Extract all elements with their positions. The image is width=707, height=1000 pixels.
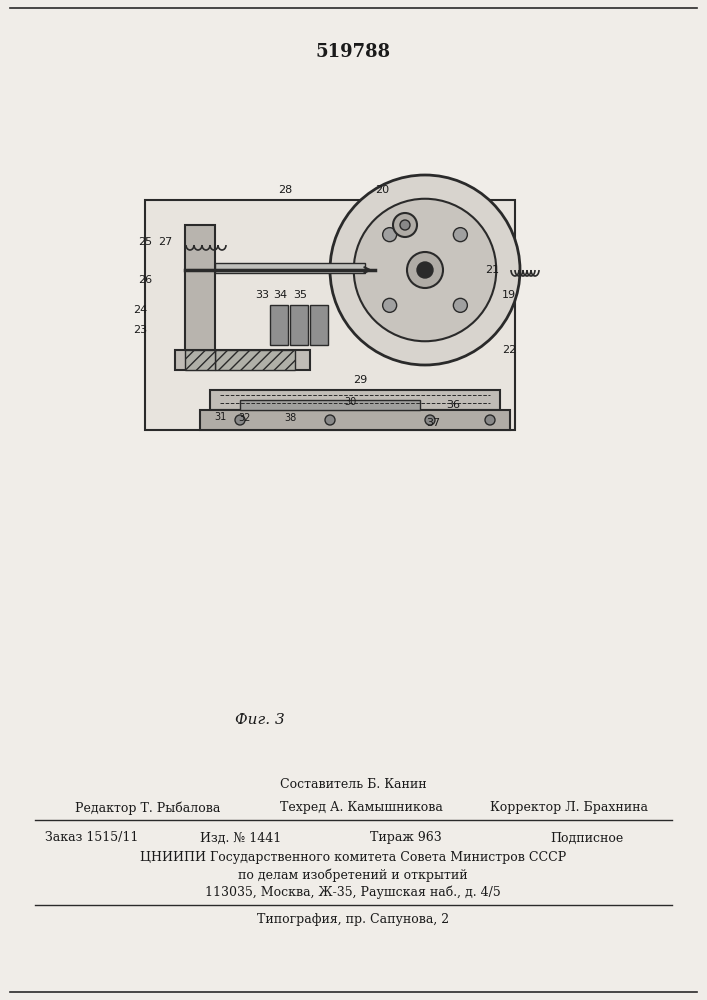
Text: 32: 32 [239,413,251,423]
Circle shape [453,298,467,312]
Text: 22: 22 [502,345,516,355]
Text: 19: 19 [502,290,516,300]
Text: 36: 36 [446,400,460,410]
Circle shape [330,175,520,365]
Circle shape [354,199,496,341]
Text: 26: 26 [138,275,152,285]
Text: Изд. № 1441: Изд. № 1441 [200,832,281,844]
Text: 23: 23 [133,325,147,335]
Circle shape [400,220,410,230]
Text: ЦНИИПИ Государственного комитета Совета Министров СССР: ЦНИИПИ Государственного комитета Совета … [140,852,566,864]
Text: 27: 27 [158,237,172,247]
Bar [215,263,365,273]
Bar [270,305,288,345]
Polygon shape [185,225,215,355]
Text: Составитель Б. Канин: Составитель Б. Канин [280,778,426,792]
Text: Типография, пр. Сапунова, 2: Типография, пр. Сапунова, 2 [257,914,449,926]
Text: 20: 20 [375,185,389,195]
Text: Заказ 1515/11: Заказ 1515/11 [45,832,139,844]
Polygon shape [210,390,500,410]
Bar [185,350,215,370]
Circle shape [425,415,435,425]
Text: 30: 30 [344,397,356,407]
Text: 38: 38 [284,413,296,423]
Circle shape [382,298,397,312]
Text: 34: 34 [273,290,287,300]
Text: 37: 37 [426,418,440,428]
Text: 24: 24 [133,305,147,315]
Text: Редактор Т. Рыбалова: Редактор Т. Рыбалова [75,801,221,815]
Circle shape [382,228,397,242]
Bar [290,305,308,345]
Text: 519788: 519788 [315,43,390,61]
Polygon shape [175,350,310,370]
Text: 35: 35 [293,290,307,300]
Text: Подписное: Подписное [550,832,624,844]
Circle shape [407,252,443,288]
Text: 29: 29 [353,375,367,385]
Text: по делам изобретений и открытий: по делам изобретений и открытий [238,868,468,882]
Text: 33: 33 [255,290,269,300]
Circle shape [393,213,417,237]
Bar [240,400,420,410]
Bar [215,350,295,370]
Text: 21: 21 [485,265,499,275]
Polygon shape [145,200,515,430]
Bar [310,305,328,345]
Text: Тираж 963: Тираж 963 [370,832,442,844]
Circle shape [417,262,433,278]
Text: 113035, Москва, Ж-35, Раушская наб., д. 4/5: 113035, Москва, Ж-35, Раушская наб., д. … [205,885,501,899]
Circle shape [235,415,245,425]
Text: 25: 25 [138,237,152,247]
Circle shape [453,228,467,242]
Polygon shape [200,410,510,430]
Text: Фиг. 3: Фиг. 3 [235,713,285,727]
Circle shape [325,415,335,425]
Text: 28: 28 [278,185,292,195]
Circle shape [485,415,495,425]
Text: Корректор Л. Брахнина: Корректор Л. Брахнина [490,802,648,814]
Text: Техред А. Камышникова: Техред А. Камышникова [280,802,443,814]
Text: 31: 31 [214,412,226,422]
